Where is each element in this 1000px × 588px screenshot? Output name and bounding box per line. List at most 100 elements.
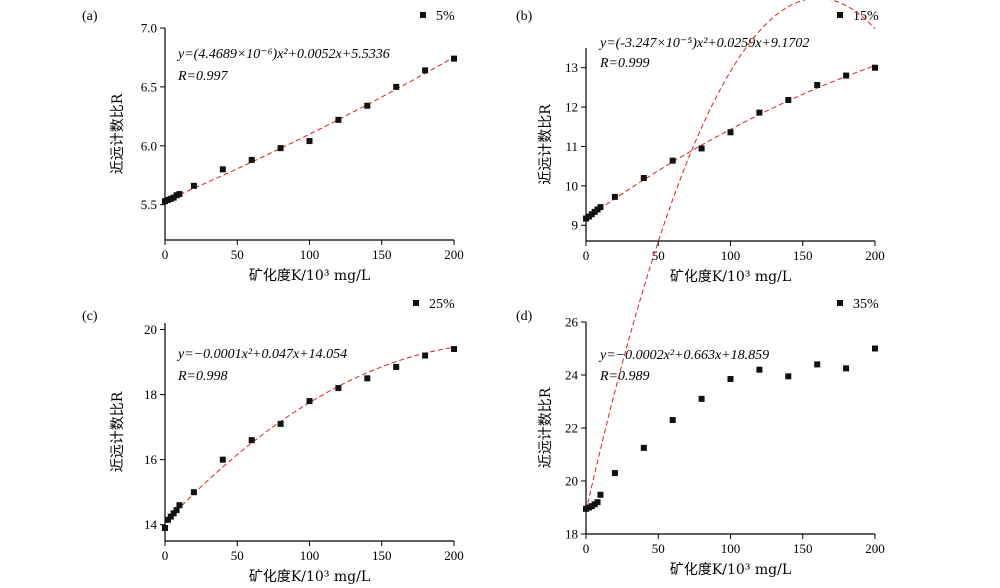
y-tick-label: 13 bbox=[565, 60, 578, 75]
data-point bbox=[872, 64, 878, 71]
data-point bbox=[306, 138, 313, 145]
y-axis-title: 近远计数比R bbox=[110, 391, 126, 472]
data-point bbox=[306, 398, 313, 405]
legend-label: 5% bbox=[436, 9, 455, 24]
data-point bbox=[669, 157, 676, 164]
data-point bbox=[597, 491, 604, 498]
x-tick-label: 150 bbox=[793, 541, 813, 556]
data-point bbox=[640, 444, 647, 451]
data-point bbox=[594, 499, 601, 506]
y-tick-label: 16 bbox=[144, 452, 158, 467]
x-tick-label: 100 bbox=[300, 548, 320, 563]
data-point bbox=[190, 182, 197, 189]
fit-r-value: R=0.997 bbox=[177, 69, 228, 84]
data-point bbox=[173, 507, 180, 514]
data-point bbox=[698, 395, 705, 402]
legend-marker bbox=[837, 300, 843, 306]
x-tick-label: 200 bbox=[444, 247, 464, 262]
x-tick-label: 0 bbox=[162, 247, 169, 262]
data-point bbox=[176, 502, 183, 509]
legend-marker bbox=[420, 12, 426, 18]
data-point bbox=[364, 102, 371, 109]
legend-marker bbox=[837, 12, 843, 18]
data-point bbox=[219, 456, 226, 463]
fit-curve bbox=[585, 0, 876, 512]
y-tick-label: 12 bbox=[565, 100, 578, 115]
legend-marker bbox=[413, 300, 419, 306]
y-tick-label: 14 bbox=[144, 517, 158, 532]
panel-label: (c) bbox=[82, 309, 98, 324]
data-point bbox=[756, 109, 763, 116]
data-point bbox=[727, 129, 734, 136]
data-point bbox=[872, 345, 878, 352]
y-tick-label: 24 bbox=[565, 368, 579, 383]
data-point bbox=[756, 366, 763, 373]
data-point bbox=[611, 470, 618, 477]
data-point bbox=[843, 72, 850, 79]
data-point bbox=[785, 373, 792, 380]
legend-label: 25% bbox=[429, 297, 455, 312]
data-point bbox=[422, 352, 429, 359]
y-axis-title: 近远计数比R bbox=[538, 387, 554, 468]
y-tick-label: 9 bbox=[572, 218, 579, 233]
data-point bbox=[611, 193, 618, 200]
data-point bbox=[814, 82, 821, 89]
data-point bbox=[597, 204, 604, 211]
x-tick-label: 100 bbox=[721, 541, 741, 556]
x-tick-label: 0 bbox=[583, 248, 590, 263]
x-tick-label: 150 bbox=[793, 248, 813, 263]
x-tick-label: 150 bbox=[372, 548, 392, 563]
data-point bbox=[176, 191, 183, 198]
data-point bbox=[277, 145, 284, 152]
data-point bbox=[640, 174, 647, 181]
panel-label: (d) bbox=[516, 309, 533, 324]
y-tick-label: 26 bbox=[565, 315, 579, 330]
fit-r-value: R=0.989 bbox=[599, 369, 650, 384]
x-tick-label: 200 bbox=[865, 541, 885, 556]
fit-r-value: R=0.999 bbox=[599, 56, 650, 71]
legend-label: 15% bbox=[853, 9, 879, 24]
y-tick-label: 6.0 bbox=[141, 138, 157, 153]
data-point bbox=[190, 489, 197, 496]
x-tick-label: 100 bbox=[721, 248, 741, 263]
data-point bbox=[451, 346, 457, 353]
data-point bbox=[422, 67, 429, 74]
x-tick-label: 50 bbox=[231, 247, 244, 262]
y-tick-label: 22 bbox=[565, 421, 578, 436]
fit-r-value: R=0.998 bbox=[177, 369, 228, 384]
fit-equation: y=(-3.247×10⁻⁵)x²+0.0259x+9.1702 bbox=[598, 36, 809, 51]
x-axis-title: 矿化度K/10³ mg/L bbox=[249, 268, 370, 284]
y-tick-label: 11 bbox=[565, 139, 578, 154]
data-point bbox=[727, 375, 734, 382]
x-axis-title: 矿化度K/10³ mg/L bbox=[670, 562, 791, 578]
data-point bbox=[167, 513, 174, 520]
y-axis-title: 近远计数比R bbox=[538, 104, 554, 185]
data-point bbox=[219, 166, 226, 173]
y-tick-label: 6.5 bbox=[141, 79, 157, 94]
legend-label: 35% bbox=[853, 297, 879, 312]
y-tick-label: 18 bbox=[565, 527, 578, 542]
data-point bbox=[162, 524, 168, 531]
fit-equation: y=−0.0001x²+0.047x+14.054 bbox=[176, 347, 347, 362]
x-tick-label: 0 bbox=[162, 548, 169, 563]
x-tick-label: 50 bbox=[652, 541, 665, 556]
x-axis-title: 矿化度K/10³ mg/L bbox=[670, 269, 791, 285]
y-tick-label: 20 bbox=[144, 322, 157, 337]
data-point bbox=[785, 96, 792, 103]
data-point bbox=[170, 510, 177, 517]
x-tick-label: 150 bbox=[372, 247, 392, 262]
data-point bbox=[814, 361, 821, 368]
fit-equation: y=(4.4689×10⁻⁶)x²+0.0052x+5.5336 bbox=[176, 47, 390, 62]
fit-curve bbox=[585, 65, 876, 219]
x-tick-label: 0 bbox=[583, 541, 590, 556]
y-axis-title: 近远计数比R bbox=[110, 93, 126, 174]
panel-label: (b) bbox=[516, 9, 533, 24]
x-tick-label: 200 bbox=[444, 548, 464, 563]
y-tick-label: 7.0 bbox=[141, 21, 157, 36]
data-point bbox=[248, 437, 255, 444]
data-point bbox=[335, 116, 342, 123]
data-point bbox=[393, 363, 400, 370]
x-axis-title: 矿化度K/10³ mg/L bbox=[249, 569, 370, 585]
x-tick-label: 100 bbox=[300, 247, 320, 262]
